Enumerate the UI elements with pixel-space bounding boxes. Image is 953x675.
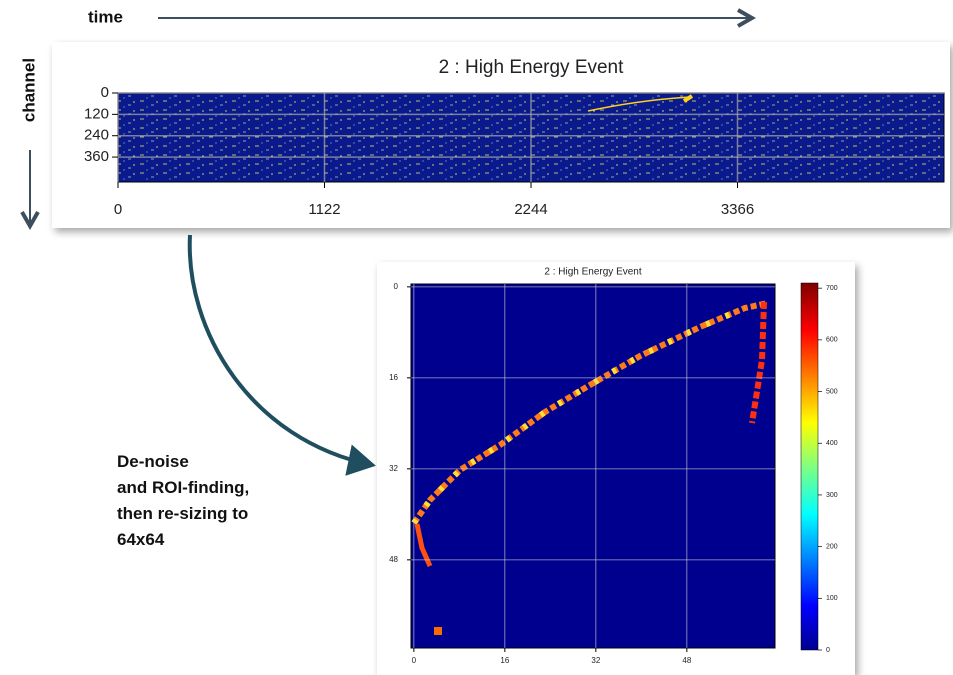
colorbar-tick-label: 200	[826, 543, 838, 550]
y-tick-label: 240	[84, 127, 109, 144]
x-tick-label: 0	[114, 201, 122, 218]
chart-title: 2 : High Energy Event	[439, 57, 625, 78]
y-tick-label: 48	[389, 555, 398, 564]
roi-track	[749, 301, 767, 424]
bottom-panel: 2 : High Energy Event 0 16 32 48 0 16 32 48 0 100…	[377, 262, 855, 675]
y-tick-label: 120	[84, 105, 109, 122]
y-tick-label: 360	[84, 148, 109, 165]
event-track	[682, 94, 694, 103]
event-track	[587, 96, 691, 112]
x-tick-label: 2244	[514, 201, 547, 218]
colorbar-tick-label: 400	[826, 440, 838, 447]
top-panel: 2 : High Energy Event 0 1122 2244 3366 0 120 2…	[52, 42, 950, 228]
x-tick-label: 16	[500, 656, 509, 665]
x-tick-label: 48	[682, 656, 691, 665]
colorbar-tick-label: 100	[826, 595, 838, 602]
roi-blob	[434, 627, 442, 635]
y-tick-label: 16	[389, 373, 398, 382]
colorbar	[800, 282, 819, 651]
process-text: De-noise and ROI-finding, then re-sizing…	[117, 452, 254, 549]
x-tick-label: 3366	[721, 201, 754, 218]
y-tick-label: 32	[389, 464, 398, 473]
colorbar-tick-label: 700	[826, 285, 838, 292]
colorbar-tick-label: 500	[826, 388, 838, 395]
roi-track	[411, 305, 747, 525]
time-label: time	[88, 7, 123, 26]
roi-track	[411, 300, 769, 525]
y-tick-label: 0	[101, 84, 109, 101]
x-tick-label: 32	[591, 656, 600, 665]
colorbar-tick-label: 300	[826, 492, 838, 499]
y-tick-label: 0	[394, 282, 399, 291]
colorbar-tick-label: 600	[826, 337, 838, 344]
chart-title: 2 : High Energy Event	[544, 267, 641, 278]
x-tick-label: 0	[412, 656, 417, 665]
x-tick-label: 1122	[308, 201, 340, 218]
channel-label: channel	[19, 58, 38, 122]
process-arrow	[187, 234, 376, 476]
colorbar-tick-label: 0	[826, 647, 830, 654]
